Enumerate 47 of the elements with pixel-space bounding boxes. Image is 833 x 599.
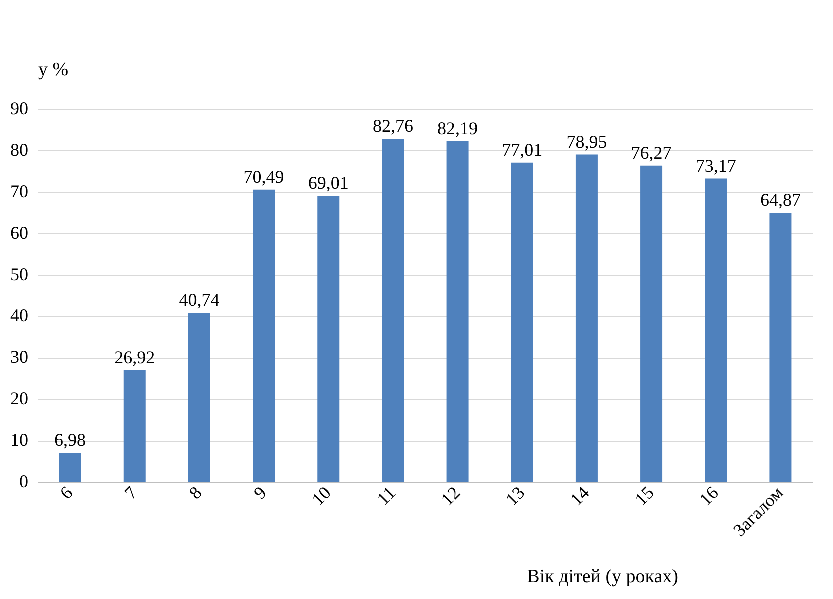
data-label: 69,01 xyxy=(308,172,349,193)
y-tick-label: 0 xyxy=(20,472,28,492)
bar xyxy=(770,213,792,482)
y-tick-label: 20 xyxy=(10,388,28,409)
x-tick-label: 10 xyxy=(308,482,335,510)
bar xyxy=(382,139,404,482)
y-tick-label: 40 xyxy=(10,306,28,326)
x-tick-label: 12 xyxy=(437,482,464,510)
data-label: 78,95 xyxy=(566,132,608,152)
y-tick-label: 70 xyxy=(10,181,28,202)
data-label: 40,74 xyxy=(179,290,220,310)
bar xyxy=(59,453,82,482)
x-tick-label: 14 xyxy=(566,482,594,510)
x-tick-label: 16 xyxy=(696,482,722,510)
data-label: 6,98 xyxy=(54,430,86,450)
data-label: 76,27 xyxy=(631,142,672,163)
y-axis-title: у % xyxy=(38,60,69,80)
data-label: 70,49 xyxy=(244,166,284,187)
bar xyxy=(253,190,276,482)
bar xyxy=(576,154,598,482)
x-tick-label: 11 xyxy=(373,482,400,510)
y-tick-label: 80 xyxy=(10,140,28,160)
data-label: 26,92 xyxy=(114,347,156,368)
x-tick-label: 15 xyxy=(631,482,658,510)
data-label: 82,19 xyxy=(438,118,478,138)
bar xyxy=(705,178,728,482)
bar xyxy=(124,370,146,482)
bar xyxy=(511,162,534,482)
y-tick-label: 30 xyxy=(10,347,28,368)
y-tick-label: 90 xyxy=(10,98,28,118)
x-tick-label: 6 xyxy=(56,482,77,504)
bar xyxy=(318,196,340,482)
data-label: 73,17 xyxy=(696,156,736,176)
x-axis-title: Вік дітей (у роках) xyxy=(527,566,678,588)
data-label: 64,87 xyxy=(760,190,801,210)
data-label: 82,76 xyxy=(372,116,414,136)
y-tick-label: 60 xyxy=(10,222,28,243)
bar xyxy=(446,141,469,482)
bar xyxy=(188,313,210,482)
bar xyxy=(640,166,663,482)
x-tick-label: 13 xyxy=(502,482,529,510)
y-tick-label: 50 xyxy=(10,264,28,284)
y-tick-label: 10 xyxy=(10,430,28,450)
x-tick-label: 9 xyxy=(250,482,270,504)
x-tick-label: 7 xyxy=(120,482,142,504)
data-label: 77,01 xyxy=(502,140,543,160)
x-tick-label: 8 xyxy=(185,482,206,504)
